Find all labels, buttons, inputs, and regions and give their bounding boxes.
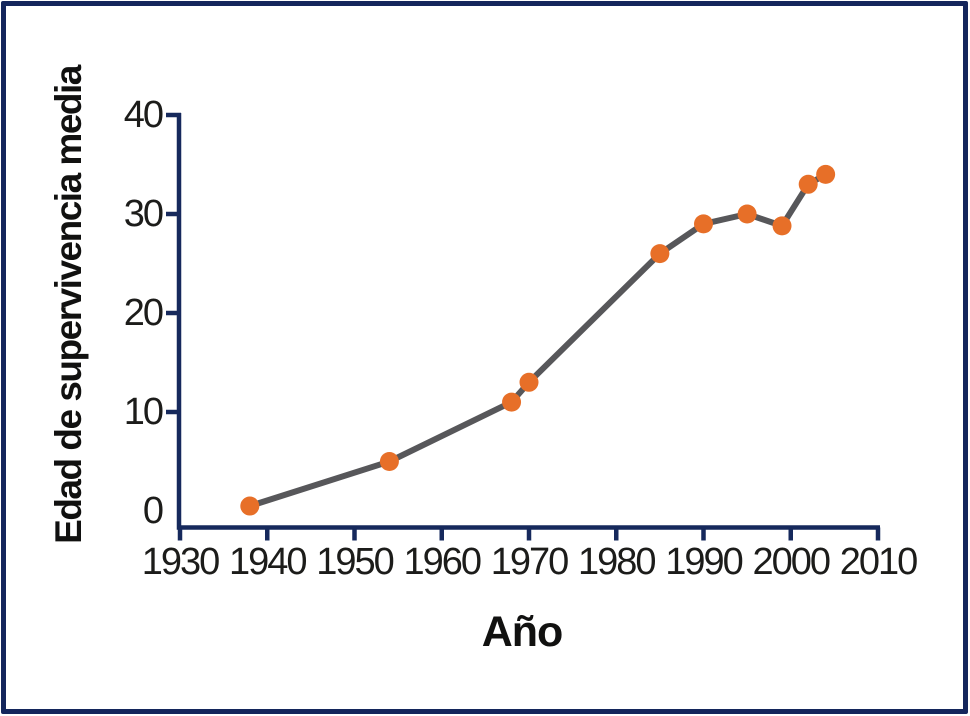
x-axis-tick-label: 1990 <box>665 541 744 583</box>
data-point <box>519 372 539 392</box>
data-point <box>379 452 399 471</box>
data-point <box>650 244 670 264</box>
data-point <box>502 392 522 412</box>
x-axis-tick-label: 1970 <box>490 541 570 583</box>
axis-spines <box>176 113 880 530</box>
data-line <box>246 171 829 510</box>
x-axis-tick-label: 1930 <box>141 541 221 583</box>
x-axis-tick-label: 1940 <box>228 541 308 583</box>
y-axis-tick-label: 20 <box>123 292 164 334</box>
data-point <box>772 216 792 236</box>
data-point <box>694 214 713 234</box>
y-axis-tick-label: 30 <box>123 193 164 235</box>
y-axis-tick-label: 0 <box>142 490 164 532</box>
x-axis-tick-label: 1950 <box>316 541 395 583</box>
data-point <box>240 496 260 516</box>
x-axis-tick-label: 2010 <box>839 541 919 583</box>
x-axis-tick-label: 2000 <box>752 541 831 583</box>
x-axis-tick-label: 1960 <box>403 541 482 583</box>
data-point <box>816 164 836 184</box>
x-axis-tick-label: 1980 <box>577 541 657 583</box>
y-axis-tick-label: 40 <box>123 94 164 136</box>
y-axis-title: Edad de supervivencia media <box>48 66 89 544</box>
data-point <box>798 174 818 194</box>
data-point <box>737 204 757 224</box>
x-axis-title: Año <box>481 608 564 656</box>
y-axis-tick-label: 10 <box>123 391 164 433</box>
